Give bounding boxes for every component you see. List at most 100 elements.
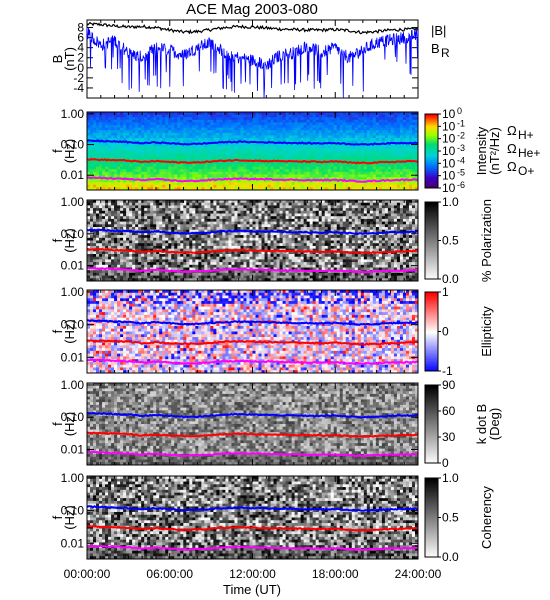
spectrogram-cell [207, 187, 211, 191]
spectrogram-cell [105, 122, 109, 126]
spectrogram-cell [237, 237, 241, 241]
spectrogram-cell [342, 148, 347, 152]
spectrogram-cell [255, 132, 259, 136]
spectrogram-cell [372, 125, 377, 128]
spectrogram-cell [366, 117, 371, 121]
spectrogram-cell [369, 187, 374, 191]
spectrogram-cell [330, 112, 335, 115]
spectrogram-cell [195, 202, 199, 206]
spectrogram-cell [114, 117, 118, 121]
spectrogram-cell [378, 166, 383, 170]
spectrogram-cell [123, 232, 127, 236]
spectrogram-cell [240, 221, 244, 225]
spectrogram-cell [132, 127, 136, 131]
spectrogram-cell [99, 256, 103, 260]
spectrogram-cell [87, 153, 91, 157]
spectrogram-cell [87, 145, 91, 149]
spectrogram-cell [111, 132, 115, 136]
colorbar-cell [425, 165, 438, 169]
spectrogram-cell [321, 151, 326, 154]
spectrogram-cell [282, 148, 286, 152]
spectrogram-cell [411, 151, 416, 154]
spectrogram-cell [90, 240, 94, 244]
spectrogram-cell [117, 145, 121, 149]
spectrogram-cell [411, 156, 416, 160]
spectrogram-cell [201, 184, 205, 188]
spectrogram-cell [195, 130, 199, 134]
spectrogram-cell [195, 224, 199, 228]
spectrogram-cell [351, 132, 356, 136]
spectrogram-cell [105, 213, 109, 217]
spectrogram-cell [138, 117, 142, 121]
spectrogram-cell [303, 153, 308, 157]
spectrogram-cell [201, 237, 205, 241]
spectrogram-cell [123, 216, 127, 220]
spectrogram-cell [162, 117, 166, 121]
spectrogram-cell [360, 177, 365, 180]
spectrogram-cell [354, 182, 359, 186]
spectrogram-cell [276, 161, 280, 165]
spectrogram-cell [99, 254, 103, 258]
spectrogram-cell [228, 122, 232, 126]
spectrogram-cell [240, 153, 244, 157]
spectrogram-cell [405, 148, 410, 152]
spectrogram-cell [345, 151, 350, 154]
spectrogram-cell [351, 127, 356, 131]
spectrogram-cell [306, 135, 311, 139]
spectrogram-cell [366, 182, 371, 186]
spectrogram-cell [192, 145, 196, 149]
spectrogram-cell [363, 122, 368, 126]
spectrogram-cell [267, 187, 271, 191]
spectrogram-cell [258, 127, 262, 131]
spectrogram-cell [228, 243, 232, 247]
colorbar-cell [425, 138, 438, 141]
spectrogram-cell [147, 164, 151, 167]
spectrogram-cell [348, 166, 353, 170]
spectrogram-cell [138, 264, 142, 268]
spectrogram-cell [93, 112, 97, 115]
spectrogram-cell [231, 278, 235, 282]
spectrogram-cell [246, 182, 250, 186]
spectrogram-cell [237, 208, 241, 212]
spectrogram-cell [414, 148, 419, 152]
spectrogram-cell [180, 182, 184, 186]
spectrogram-cell [234, 114, 238, 118]
spectrogram-cell [219, 122, 223, 126]
gyro-legend-subscript: O+ [518, 164, 534, 178]
spectrogram-cell [216, 208, 220, 212]
spectrogram-cell [213, 259, 217, 263]
spectrogram-cell [186, 245, 190, 249]
spectrogram-cell [291, 143, 296, 147]
spectrogram-cell [162, 158, 166, 162]
spectrogram-cell [99, 208, 103, 212]
spectrogram-cell [261, 112, 265, 115]
spectrogram-cell [231, 235, 235, 239]
spectrogram-cell [381, 148, 386, 152]
spectrogram-cell [372, 169, 377, 173]
spectrogram-cell [306, 179, 311, 183]
spectrogram-cell [93, 114, 97, 118]
spectrogram-cell [387, 127, 392, 131]
spectrogram-cell [135, 232, 139, 236]
spectrogram-cell [132, 171, 136, 175]
spectrogram-cell [393, 166, 398, 170]
spectrogram-cell [219, 221, 223, 225]
spectrogram-cell [201, 127, 205, 131]
spectrogram-cell [396, 135, 401, 139]
spectrogram-cell [189, 151, 193, 154]
spectrogram-cell [240, 240, 244, 244]
spectrogram-cell [165, 169, 169, 173]
spectrogram-cell [144, 117, 148, 121]
spectrogram-cell [267, 179, 271, 183]
spectrogram-cell [171, 140, 175, 144]
spectrogram-cell [159, 187, 163, 191]
spectrogram-cell [267, 138, 271, 141]
spectrogram-cell [408, 161, 413, 165]
spectrogram-cell [375, 153, 380, 157]
spectrogram-cell [381, 169, 386, 173]
spectrogram-cell [408, 132, 413, 136]
spectrogram-cell [357, 153, 362, 157]
spectrogram-cell [141, 112, 145, 115]
spectrogram-cell [102, 114, 106, 118]
spectrogram-cell [276, 177, 280, 180]
